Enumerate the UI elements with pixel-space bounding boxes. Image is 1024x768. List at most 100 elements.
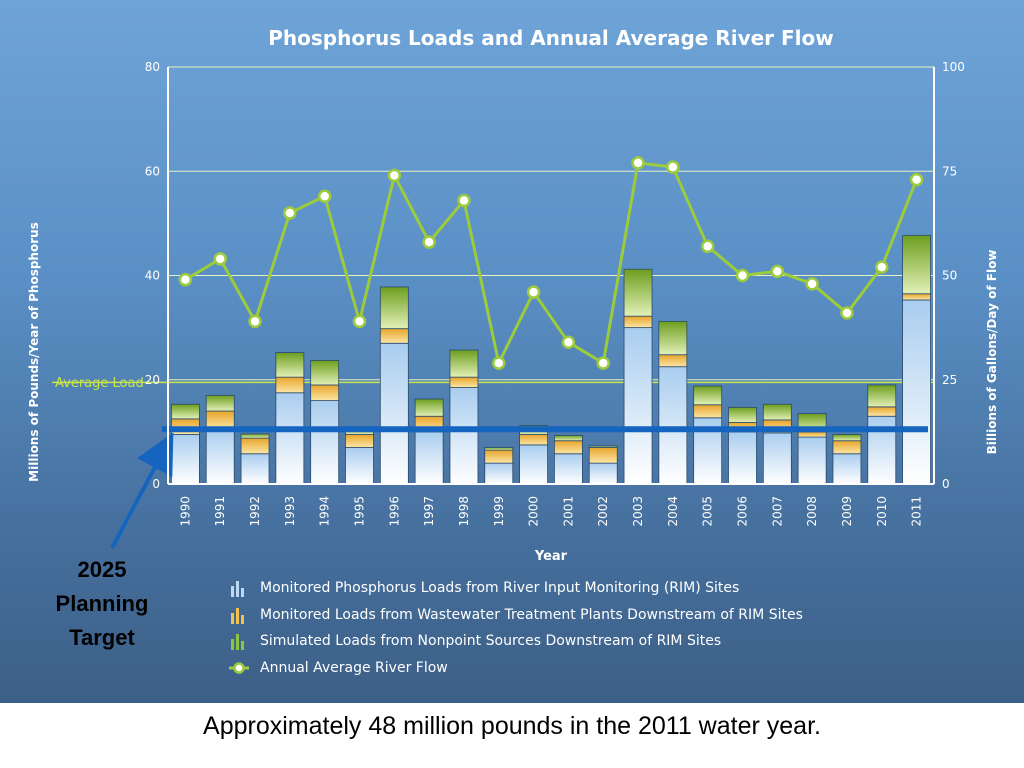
bar-rim <box>484 462 514 485</box>
bar-chart-icon <box>228 606 250 624</box>
bar-nonpoint <box>275 352 305 378</box>
bar-wastewater <box>519 434 548 446</box>
flow-point <box>735 268 750 283</box>
bar-rim <box>449 387 479 485</box>
bar-wastewater <box>345 434 374 448</box>
x-tick-label: 2001 <box>561 496 575 527</box>
bar-nonpoint <box>484 447 514 451</box>
flow-point <box>805 277 819 291</box>
target-label-line3: Target <box>69 625 135 650</box>
bar-nonpoint <box>867 384 897 408</box>
bar-rim <box>414 431 444 485</box>
flow-point <box>875 260 889 274</box>
legend: Monitored Phosphorus Loads from River In… <box>228 575 928 681</box>
bar-rim <box>658 366 688 485</box>
y-tick-label: 60 <box>145 164 160 178</box>
bar-nonpoint <box>902 234 931 295</box>
x-tick-label: 2009 <box>840 496 854 527</box>
y2-tick-label: 50 <box>942 269 957 283</box>
bar-nonpoint <box>449 349 479 378</box>
flow-point <box>770 264 785 279</box>
x-tick-label: 1999 <box>492 496 506 527</box>
flow-point <box>561 335 576 349</box>
bar-wastewater <box>797 431 827 438</box>
bar-nonpoint <box>762 403 792 421</box>
flow-point <box>283 206 297 220</box>
legend-label-wastewater: Monitored Loads from Wastewater Treatmen… <box>260 606 803 623</box>
bar-chart-icon <box>228 579 250 598</box>
flow-point <box>840 306 854 320</box>
bar-wastewater <box>379 328 409 344</box>
legend-label-flow: Annual Average River Flow <box>260 659 448 676</box>
target-label-line1: 2025 <box>77 557 127 582</box>
x-tick-label: 1996 <box>387 496 401 527</box>
bar-rim <box>275 392 305 485</box>
flow-point <box>317 189 332 204</box>
flow-point <box>526 285 541 299</box>
y-tick-label: 80 <box>145 60 160 74</box>
flow-point <box>909 172 924 187</box>
bar-nonpoint <box>832 434 862 442</box>
bar-nonpoint <box>240 433 270 439</box>
flow-point <box>422 235 436 249</box>
bar-nonpoint <box>379 286 409 330</box>
bar-rim <box>797 436 827 485</box>
y2-tick-label: 0 <box>942 477 950 491</box>
legend-item-flow: Annual Average River Flow <box>228 655 928 682</box>
bar-nonpoint <box>171 403 200 420</box>
legend-item-wastewater: Monitored Loads from Wastewater Treatmen… <box>228 602 928 629</box>
bar-rim <box>519 444 548 485</box>
x-tick-label: 2010 <box>875 496 889 527</box>
bar-rim <box>379 342 409 485</box>
flow-point <box>596 356 610 370</box>
x-tick-label: 1995 <box>353 496 367 527</box>
y-axis-label: Millions of Pounds/Year of Phosphorus <box>27 222 41 482</box>
bar-wastewater <box>693 404 723 419</box>
bar-rim <box>728 431 757 485</box>
bar-rim <box>623 327 653 485</box>
bar-rim <box>240 453 270 485</box>
x-tick-label: 2005 <box>701 496 715 527</box>
flow-point <box>457 193 471 208</box>
bar-wastewater <box>554 440 583 455</box>
bar-wastewater <box>623 315 653 329</box>
x-tick-label: 2000 <box>527 496 541 527</box>
line-marker-icon <box>228 659 250 677</box>
y-tick-label: 0 <box>152 477 160 491</box>
chart-panel <box>0 0 1024 703</box>
flow-point <box>666 160 680 174</box>
x-tick-label: 2004 <box>666 496 680 527</box>
flow-point <box>631 156 645 170</box>
legend-label-nonpoint: Simulated Loads from Nonpoint Sources Do… <box>260 633 722 650</box>
bar-wastewater <box>658 354 688 368</box>
x-tick-label: 2006 <box>736 496 750 527</box>
target-label-line2: Planning <box>55 591 149 616</box>
flow-point <box>178 272 193 287</box>
bar-nonpoint <box>310 360 340 386</box>
legend-label-rim: Monitored Phosphorus Loads from River In… <box>260 580 740 597</box>
bar-nonpoint <box>693 385 723 406</box>
x-tick-label: 2002 <box>596 496 610 527</box>
bar-rim <box>345 447 374 485</box>
planning-target-annotation: 2025 Planning Target <box>40 553 164 655</box>
bar-rim <box>171 434 200 485</box>
bar-wastewater <box>867 406 897 417</box>
chart-title: Phosphorus Loads and Annual Average Rive… <box>268 26 833 50</box>
y2-axis-label: Billions of Gallons/Day of Flow <box>985 250 999 455</box>
y-tick-label: 20 <box>145 373 160 387</box>
x-tick-label: 2007 <box>770 496 784 527</box>
average-load-label: Average Load <box>55 376 144 391</box>
bar-wastewater <box>275 376 305 394</box>
flow-point <box>248 314 262 329</box>
bar-wastewater <box>902 293 931 301</box>
bar-chart-icon <box>228 632 250 651</box>
x-tick-label: 1992 <box>248 496 262 527</box>
flow-point <box>213 252 227 266</box>
bar-wastewater <box>832 440 862 455</box>
x-tick-label: 1993 <box>283 496 297 527</box>
flow-point <box>387 168 402 183</box>
x-tick-label: 1991 <box>213 496 227 527</box>
bar-wastewater <box>240 437 270 455</box>
x-tick-label: 1994 <box>318 496 332 527</box>
x-tick-label: 1990 <box>178 496 192 527</box>
